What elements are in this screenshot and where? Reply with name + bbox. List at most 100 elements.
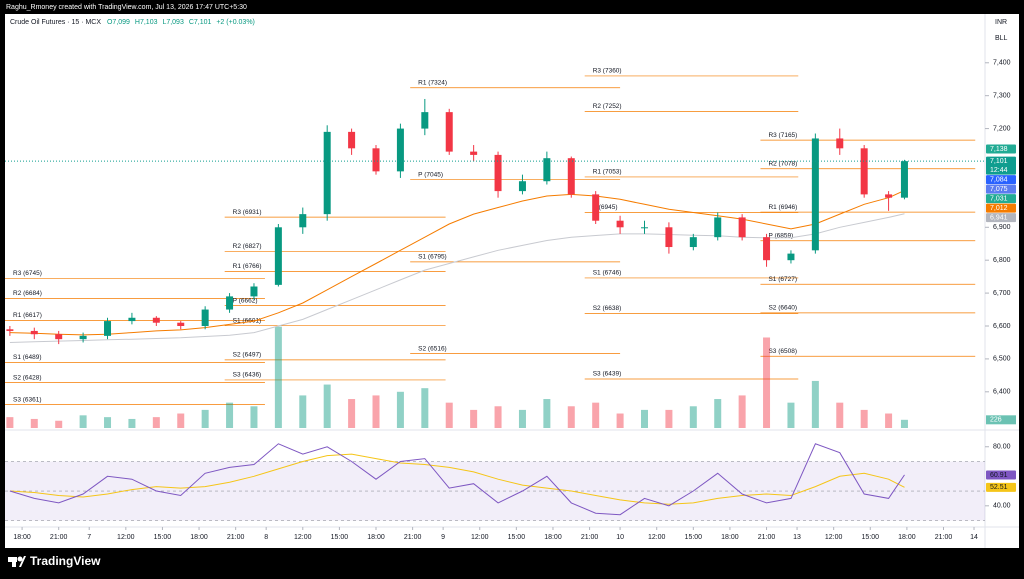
price-tag bbox=[986, 213, 1016, 223]
pivot-label: S2 (6640) bbox=[768, 305, 797, 312]
volume-bar bbox=[763, 337, 771, 428]
pivot-label: R2 (7078) bbox=[768, 160, 797, 167]
x-tick-label: 21:00 bbox=[758, 534, 776, 541]
volume-bar bbox=[128, 418, 136, 428]
pivot-label: R3 (7360) bbox=[593, 68, 622, 75]
pivot-label: S1 (6727) bbox=[768, 276, 797, 283]
pivot-label: R1 (7324) bbox=[418, 79, 447, 86]
candle-body bbox=[250, 286, 258, 297]
volume-tag-label: 226 bbox=[990, 417, 1002, 424]
pivot-label: R1 (6766) bbox=[233, 263, 262, 270]
rsi-tag-label: 52.51 bbox=[990, 484, 1008, 491]
price-tag bbox=[986, 156, 1016, 175]
pivot-label: P (6662) bbox=[233, 297, 258, 304]
rsi-tick-label: 80.00 bbox=[993, 444, 1011, 451]
volume-bar bbox=[201, 409, 209, 428]
x-tick-label: 12:00 bbox=[294, 534, 312, 541]
pivot-label: R2 (6684) bbox=[13, 290, 42, 297]
volume-bar bbox=[811, 380, 819, 428]
volume-bar bbox=[79, 415, 87, 428]
volume-bar bbox=[445, 402, 453, 428]
pivot-label: S2 (6516) bbox=[418, 345, 447, 352]
price-tag bbox=[986, 144, 1016, 154]
pivot-label: R3 (6745) bbox=[13, 270, 42, 277]
y-tick-label: 6,700 bbox=[993, 290, 1011, 297]
candle-body bbox=[421, 112, 429, 129]
candle-body bbox=[738, 217, 746, 238]
rsi-tick-label: 40.00 bbox=[993, 503, 1011, 510]
candle-body bbox=[616, 220, 624, 228]
pivot-label: S1 (6489) bbox=[13, 354, 42, 361]
x-tick-label: 10 bbox=[616, 534, 624, 541]
volume-bar bbox=[738, 395, 746, 428]
plot: R3 (6745) R2 (6684) R1 (6617) S1 (6489) S2 (… bbox=[5, 60, 1016, 541]
candle-body bbox=[201, 309, 209, 326]
legend-close: C7,101 bbox=[189, 19, 212, 26]
candle-body bbox=[714, 217, 722, 238]
candle-body bbox=[177, 322, 185, 326]
candle-body bbox=[396, 128, 404, 172]
candle-body bbox=[470, 151, 478, 155]
volume-bar bbox=[226, 402, 234, 428]
legend-open: O7,099 bbox=[107, 19, 130, 26]
candle-body bbox=[885, 194, 893, 198]
caption: Raghu_Rmoney created with TradingView.co… bbox=[6, 4, 247, 11]
moving-average bbox=[9, 189, 905, 336]
candle-body bbox=[348, 131, 356, 149]
volume-bar bbox=[348, 399, 356, 428]
price-tag-label: 7,101 bbox=[990, 158, 1008, 165]
candle-body bbox=[860, 148, 868, 195]
pivot-label: R3 (7165) bbox=[768, 132, 797, 139]
candle-body bbox=[445, 112, 453, 152]
pivot-label: R3 (6931) bbox=[233, 209, 262, 216]
x-tick-label: 15:00 bbox=[331, 534, 349, 541]
candle-body bbox=[128, 317, 136, 322]
candle-body bbox=[299, 214, 307, 228]
x-tick-label: 18:00 bbox=[544, 534, 562, 541]
price-tag-label: 7,012 bbox=[990, 205, 1008, 212]
candle-body bbox=[641, 227, 649, 229]
brand-logo bbox=[8, 556, 26, 567]
chart-panel bbox=[5, 14, 1019, 548]
candle-body bbox=[543, 158, 551, 182]
pivot-label: P (7045) bbox=[418, 171, 443, 178]
x-tick-label: 7 bbox=[87, 534, 91, 541]
unit-mode: BLL bbox=[995, 35, 1008, 42]
rsi-ma bbox=[9, 453, 905, 505]
x-tick-label: 21:00 bbox=[404, 534, 422, 541]
volume-bar bbox=[518, 409, 526, 428]
candle-body bbox=[323, 131, 331, 215]
x-tick-label: 21:00 bbox=[50, 534, 68, 541]
price-tag-label: 7,138 bbox=[990, 146, 1008, 153]
volume-bar bbox=[689, 406, 697, 428]
candle-body bbox=[494, 154, 502, 192]
countdown: 12:44 bbox=[990, 167, 1008, 174]
candle-body bbox=[787, 253, 795, 261]
x-tick-label: 15:00 bbox=[508, 534, 526, 541]
volume-bar bbox=[470, 409, 478, 428]
x-tick-label: 9 bbox=[441, 534, 445, 541]
price-tag bbox=[986, 194, 1016, 204]
candle-body bbox=[372, 148, 380, 172]
volume-bar bbox=[6, 417, 14, 428]
candle-body bbox=[152, 317, 160, 323]
pivot-label: P (6859) bbox=[768, 232, 793, 239]
y-tick-label: 7,400 bbox=[993, 60, 1011, 67]
volume-bar bbox=[567, 406, 575, 428]
pivot-label: R2 (6827) bbox=[233, 243, 262, 250]
pivot-label: S3 (6508) bbox=[768, 348, 797, 355]
candle-body bbox=[689, 237, 697, 248]
candle-body bbox=[6, 329, 14, 331]
volume-bar bbox=[641, 409, 649, 428]
y-tick-label: 6,600 bbox=[993, 323, 1011, 330]
volume-bar bbox=[714, 399, 722, 428]
candle-body bbox=[274, 227, 282, 285]
legend-low: L7,093 bbox=[162, 19, 184, 26]
price-tag-label: 6,941 bbox=[990, 215, 1008, 222]
volume-bar bbox=[30, 418, 38, 428]
rsi-band bbox=[5, 461, 985, 521]
pivot-label: S3 (6439) bbox=[593, 371, 622, 378]
volume-bar bbox=[616, 413, 624, 428]
symbol-title: Crude Oil Futures · 15 · MCX bbox=[10, 19, 101, 26]
price-tag bbox=[986, 184, 1016, 194]
